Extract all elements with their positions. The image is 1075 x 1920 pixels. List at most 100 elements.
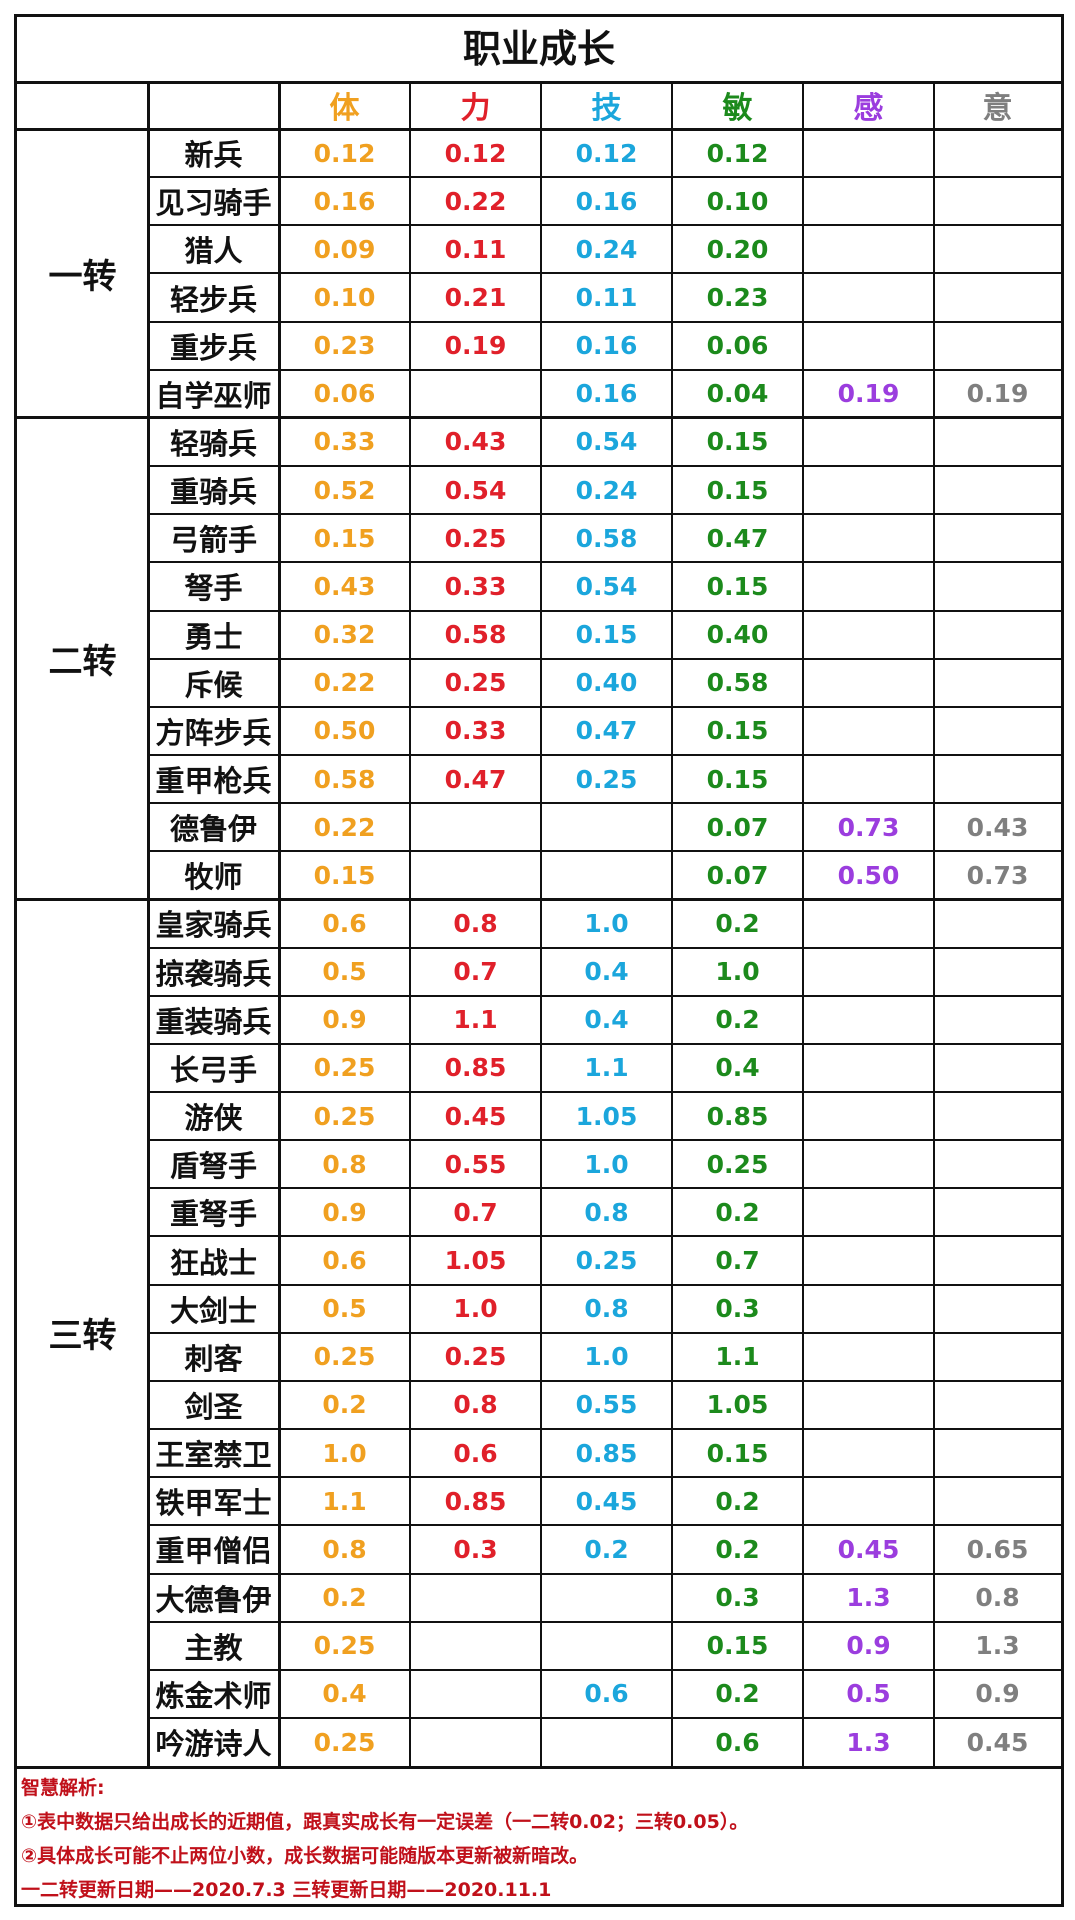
row-divider [148,1331,1061,1334]
stat-value: 0.54 [444,475,507,505]
stat-value: 0.9 [975,1679,1020,1709]
stat-value [934,273,1061,321]
stat-value: 0.21 [444,283,507,312]
job-name: 重甲枪兵 [155,764,272,798]
stat-value: 0.11 [575,283,638,312]
stat-value: 0.15 [313,523,376,553]
stat-value: 0.07 [706,860,769,890]
stat-value: 0.16 [575,331,638,361]
job-name: 刺客 [184,1341,243,1376]
row-divider [148,224,1061,227]
stat-value: 0.43 [313,571,376,601]
stat-value: 1.3 [846,1727,891,1757]
notes-section: 智慧解析: ①表中数据只给出成长的近期值，跟真实成长有一定误差（一二转0.02；… [17,1766,1061,1904]
stat-value: 0.4 [715,1053,760,1083]
stat-value: 0.40 [575,668,638,698]
group-divider [17,416,1061,420]
stat-value: 0.20 [706,234,769,264]
stat-value [934,1236,1061,1284]
stat-value: 0.25 [575,764,638,794]
stat-value: 0.58 [313,764,376,794]
row-divider [148,561,1061,564]
job-name: 吟游诗人 [155,1727,272,1761]
stat-value: 0.5 [322,1294,367,1324]
stat-value [934,755,1061,803]
group-label: 二转 [48,642,117,683]
stat-value: 0.50 [837,860,900,890]
stat-value [803,1381,934,1429]
stat-value: 0.16 [575,186,638,216]
stat-value [803,659,934,707]
stat-value: 0.2 [584,1534,629,1564]
stat-value: 1.0 [715,957,760,987]
stat-value: 0.25 [313,1101,376,1131]
job-name: 猎人 [184,234,243,269]
stat-value: 0.54 [575,571,638,601]
column-header-1: 体 [329,91,360,126]
row-divider [148,1283,1061,1286]
group-label: 三转 [48,1316,117,1357]
stat-value: 0.25 [313,1727,376,1757]
notes-line-2: ②具体成长可能不止两位小数，成长数据可能随版本更新被新暗改。 [21,1845,589,1868]
growth-table-sheet: 职业成长 体 力 技 敏 感 意一转 新兵 0.12 0.12 0.12 0.12 见习骑手 0.16 0… [14,14,1064,1907]
row-divider [148,753,1061,756]
stat-value [803,1429,934,1477]
job-name: 大德鲁伊 [155,1582,272,1617]
job-name: 勇士 [184,619,243,654]
stat-value [934,948,1061,996]
column-header-5: 感 [853,91,884,126]
stat-value: 0.9 [846,1631,891,1661]
row-divider [148,850,1061,853]
stat-value: 0.8 [322,1149,367,1179]
job-name: 重甲僧侣 [155,1534,272,1569]
stat-value: 0.52 [313,475,376,505]
stat-value: 0.06 [313,379,376,409]
stat-value [803,273,934,321]
stat-value: 0.15 [706,1438,769,1468]
stat-value: 1.3 [846,1583,891,1613]
row-divider [148,705,1061,708]
stat-value: 0.47 [444,764,507,794]
stat-value: 0.22 [313,668,376,698]
stat-value: 0.73 [837,812,900,842]
stat-value [541,851,672,899]
stat-value: 0.32 [313,620,376,650]
stat-value: 0.09 [313,234,376,264]
job-name: 自学巫师 [155,378,272,413]
header-divider [17,128,1061,131]
stat-value: 0.50 [313,716,376,746]
stat-value: 0.25 [444,523,507,553]
stat-value: 0.40 [706,620,769,650]
stat-value [410,370,541,418]
stat-value: 0.45 [966,1727,1029,1757]
job-name: 斥候 [184,667,243,702]
stat-value [803,948,934,996]
stat-value: 0.9 [322,1005,367,1035]
job-name: 主教 [184,1630,243,1665]
stat-value [803,1044,934,1092]
row-divider [148,513,1061,516]
stat-value: 0.15 [706,1631,769,1661]
job-name: 牧师 [184,860,243,895]
stat-value: 0.15 [706,764,769,794]
stat-value [803,1477,934,1525]
stat-value: 0.4 [322,1679,367,1709]
stat-value: 0.45 [575,1486,638,1516]
row-divider [148,320,1061,323]
stat-value: 1.1 [715,1342,760,1372]
stat-value: 0.23 [706,283,769,312]
stat-value: 0.3 [453,1534,498,1564]
stat-value: 0.25 [313,1631,376,1661]
stat-value: 1.0 [584,1342,629,1372]
stat-value: 0.43 [966,812,1029,842]
job-name: 大剑士 [169,1293,257,1328]
stat-value [934,514,1061,562]
stat-value [541,1718,672,1766]
stat-value [803,899,934,947]
stat-value: 0.2 [715,1679,760,1709]
job-name: 轻步兵 [169,282,257,317]
stat-value: 0.22 [444,186,507,216]
stat-value: 0.25 [444,1342,507,1372]
stat-value: 0.47 [575,716,638,746]
notes-line-3: 一二转更新日期——2020.7.3 三转更新日期——2020.11.1 [21,1879,552,1902]
